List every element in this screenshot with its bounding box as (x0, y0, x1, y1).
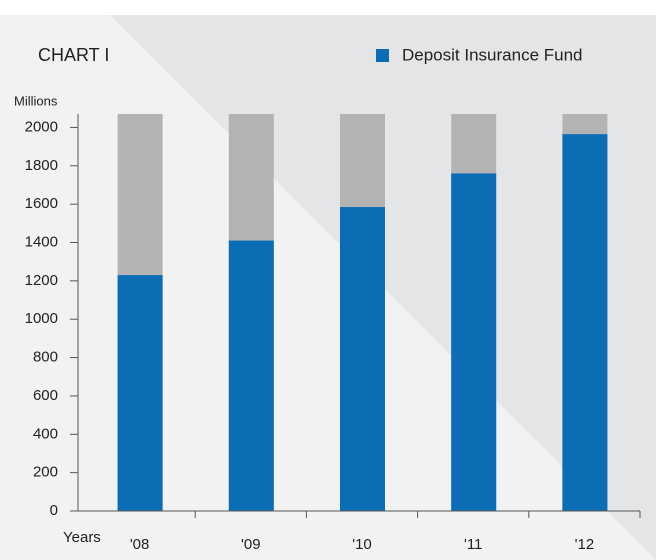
x-tick-label: '08 (130, 536, 150, 553)
bar (451, 173, 497, 511)
y-tick-label: 2000 (25, 118, 58, 135)
y-tick-label: 1400 (25, 233, 58, 250)
x-tick-label: '10 (352, 536, 372, 553)
y-tick-label: 1200 (25, 272, 58, 289)
y-tick-label: 1000 (25, 310, 58, 327)
y-axis-label: Millions (14, 93, 58, 108)
x-tick-label: '09 (241, 536, 261, 553)
x-axis-label: Years (63, 529, 101, 546)
bar (117, 275, 163, 511)
bar (562, 134, 608, 511)
y-tick-label: 1600 (25, 195, 58, 212)
y-tick-label: 600 (33, 387, 58, 404)
legend-swatch (376, 49, 389, 62)
y-tick-label: 200 (33, 464, 58, 481)
x-tick-label: '11 (464, 536, 482, 553)
chart-title: CHART I (38, 45, 109, 65)
bar (340, 207, 385, 511)
y-tick-label: 0 (50, 502, 58, 519)
y-tick-label: 1800 (25, 157, 58, 174)
x-tick-label: '12 (575, 536, 595, 553)
y-tick-label: 800 (33, 349, 58, 366)
legend-label: Deposit Insurance Fund (402, 45, 583, 64)
y-tick-label: 400 (33, 425, 58, 442)
bar (228, 240, 274, 511)
